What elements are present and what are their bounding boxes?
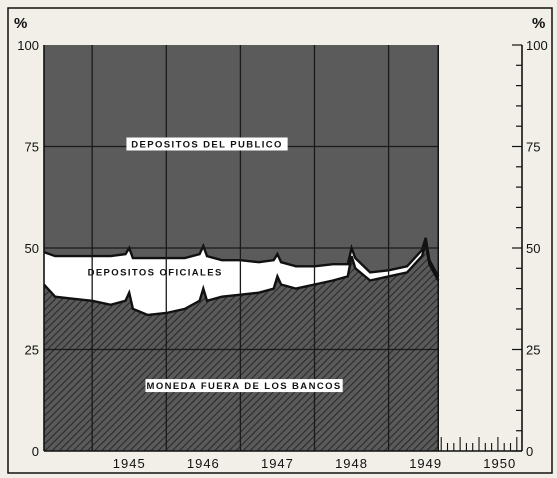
y-tick-label-right-75: 75 xyxy=(526,140,540,155)
x-tick-label-1947: 1947 xyxy=(261,456,294,471)
label-moneda-fuera-de-los-bancos: MONEDA FUERA DE LOS BANCOS xyxy=(147,381,342,392)
x-tick-label-1945: 1945 xyxy=(113,456,146,471)
y-tick-label-right-0: 0 xyxy=(526,444,533,459)
y-tick-label-left-50: 50 xyxy=(25,241,39,256)
x-tick-label-1950: 1950 xyxy=(483,456,516,471)
label-depositos-del-publico: DEPOSITOS DEL PUBLICO xyxy=(131,140,283,151)
label-moneda-fuera-de-los-bancos-bg xyxy=(145,379,343,393)
area-layer xyxy=(43,45,440,451)
label-layer: 0 0 25 25 50 50 75 75 100 100 1945 1946 1947 1948 1949… xyxy=(17,38,547,471)
axes-layer xyxy=(43,44,523,452)
label-depositos-oficiales: DEPOSITOS OFICIALES xyxy=(88,267,223,278)
area-depositos-oficiales xyxy=(44,237,439,315)
area-moneda-fuera-de-los-bancos xyxy=(44,243,439,451)
percent-symbol-left: % xyxy=(14,15,27,32)
x-tick-label-1949: 1949 xyxy=(409,456,442,471)
label-depositos-del-publico-group: DEPOSITOS DEL PUBLICO xyxy=(126,137,288,151)
outer-frame xyxy=(7,7,553,474)
y-tick-label-right-50: 50 xyxy=(526,241,540,256)
y-tick-label-left-25: 25 xyxy=(25,343,39,358)
line-moneda-top xyxy=(43,243,440,317)
y-tick-label-left-0: 0 xyxy=(32,444,39,459)
y-tick-label-right-100: 100 xyxy=(526,38,548,53)
y-tick-label-left-100: 100 xyxy=(17,38,39,53)
x-tick-label-1946: 1946 xyxy=(187,456,220,471)
percent-symbol-right: % xyxy=(532,15,545,32)
y-tick-label-left-75: 75 xyxy=(25,140,39,155)
label-depositos-del-publico-bg xyxy=(126,137,288,151)
area-depositos-del-publico xyxy=(44,45,439,277)
label-moneda-fuera-de-los-bancos-group: MONEDA FUERA DE LOS BANCOS xyxy=(145,379,343,393)
y-tick-label-right-25: 25 xyxy=(526,343,540,358)
line-oficiales-top xyxy=(43,237,440,277)
x-tick-label-1948: 1948 xyxy=(335,456,368,471)
label-depositos-oficiales-group: DEPOSITOS OFICIALES xyxy=(88,267,223,278)
